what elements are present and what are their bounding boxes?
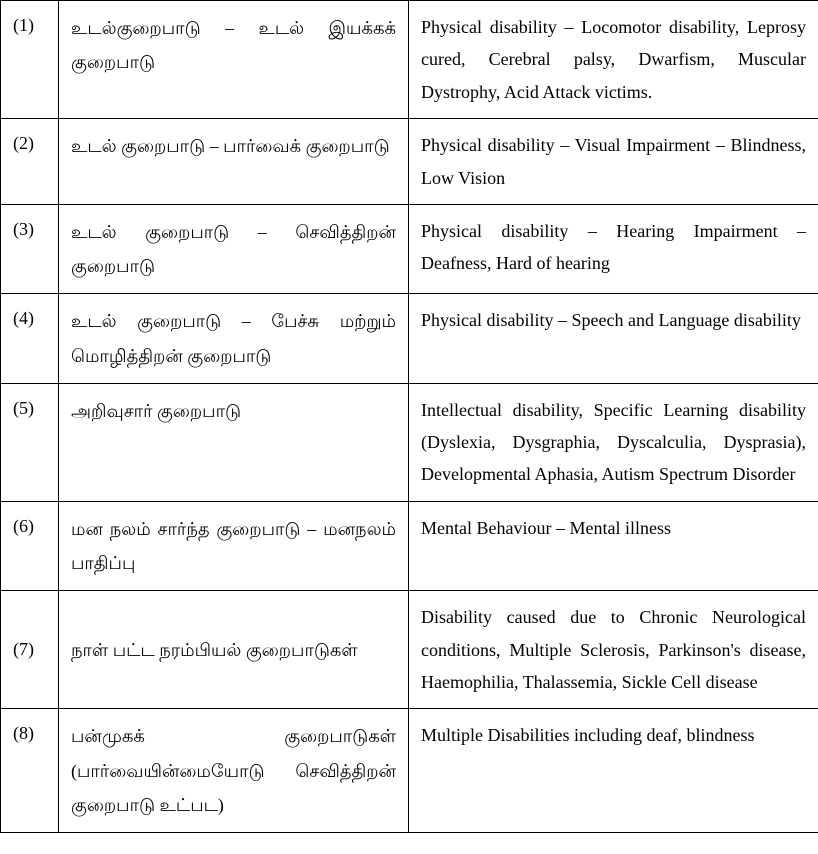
english-description: Multiple Disabilities including deaf, bl… <box>409 709 818 833</box>
english-description: Physical disability – Visual Impairment … <box>409 119 818 205</box>
row-number: (7) <box>1 591 59 709</box>
table-row: (2) உடல் குறைபாடு – பார்வைக் குறைபாடு Ph… <box>1 119 818 205</box>
english-description: Mental Behaviour – Mental illness <box>409 501 818 590</box>
table-row: (7) நாள் பட்ட நரம்பியல் குறைபாடுகள் Disa… <box>1 591 818 709</box>
english-description: Disability caused due to Chronic Neurolo… <box>409 591 818 709</box>
row-number: (5) <box>1 383 59 501</box>
row-number: (1) <box>1 1 59 119</box>
tamil-description: நாள் பட்ட நரம்பியல் குறைபாடுகள் <box>59 591 409 709</box>
row-number: (8) <box>1 709 59 833</box>
row-number: (3) <box>1 204 59 293</box>
tamil-description: பன்முகக் குறைபாடுகள் (பார்வையின்மையோடு ச… <box>59 709 409 833</box>
tamil-description: உடல் குறைபாடு – பேச்சு மற்றும் மொழித்திற… <box>59 294 409 383</box>
disability-categories-table: (1) உடல்குறைபாடு – உடல் இயக்கக் குறைபாடு… <box>0 0 818 833</box>
table-row: (3) உடல் குறைபாடு – செவித்திறன் குறைபாடு… <box>1 204 818 293</box>
tamil-description: உடல் குறைபாடு – பார்வைக் குறைபாடு <box>59 119 409 205</box>
row-number: (2) <box>1 119 59 205</box>
table-row: (5) அறிவுசார் குறைபாடு Intellectual disa… <box>1 383 818 501</box>
row-number: (4) <box>1 294 59 383</box>
table-row: (4) உடல் குறைபாடு – பேச்சு மற்றும் மொழித… <box>1 294 818 383</box>
english-description: Intellectual disability, Specific Learni… <box>409 383 818 501</box>
english-description: Physical disability – Hearing Impairment… <box>409 204 818 293</box>
tamil-description: உடல்குறைபாடு – உடல் இயக்கக் குறைபாடு <box>59 1 409 119</box>
tamil-description: அறிவுசார் குறைபாடு <box>59 383 409 501</box>
table-row: (6) மன நலம் சார்ந்த குறைபாடு – மனநலம் பா… <box>1 501 818 590</box>
table-row: (1) உடல்குறைபாடு – உடல் இயக்கக் குறைபாடு… <box>1 1 818 119</box>
tamil-description: உடல் குறைபாடு – செவித்திறன் குறைபாடு <box>59 204 409 293</box>
table-row: (8) பன்முகக் குறைபாடுகள் (பார்வையின்மையோ… <box>1 709 818 833</box>
tamil-description: மன நலம் சார்ந்த குறைபாடு – மனநலம் பாதிப்… <box>59 501 409 590</box>
english-description: Physical disability – Speech and Languag… <box>409 294 818 383</box>
english-description: Physical disability – Locomotor disabili… <box>409 1 818 119</box>
row-number: (6) <box>1 501 59 590</box>
